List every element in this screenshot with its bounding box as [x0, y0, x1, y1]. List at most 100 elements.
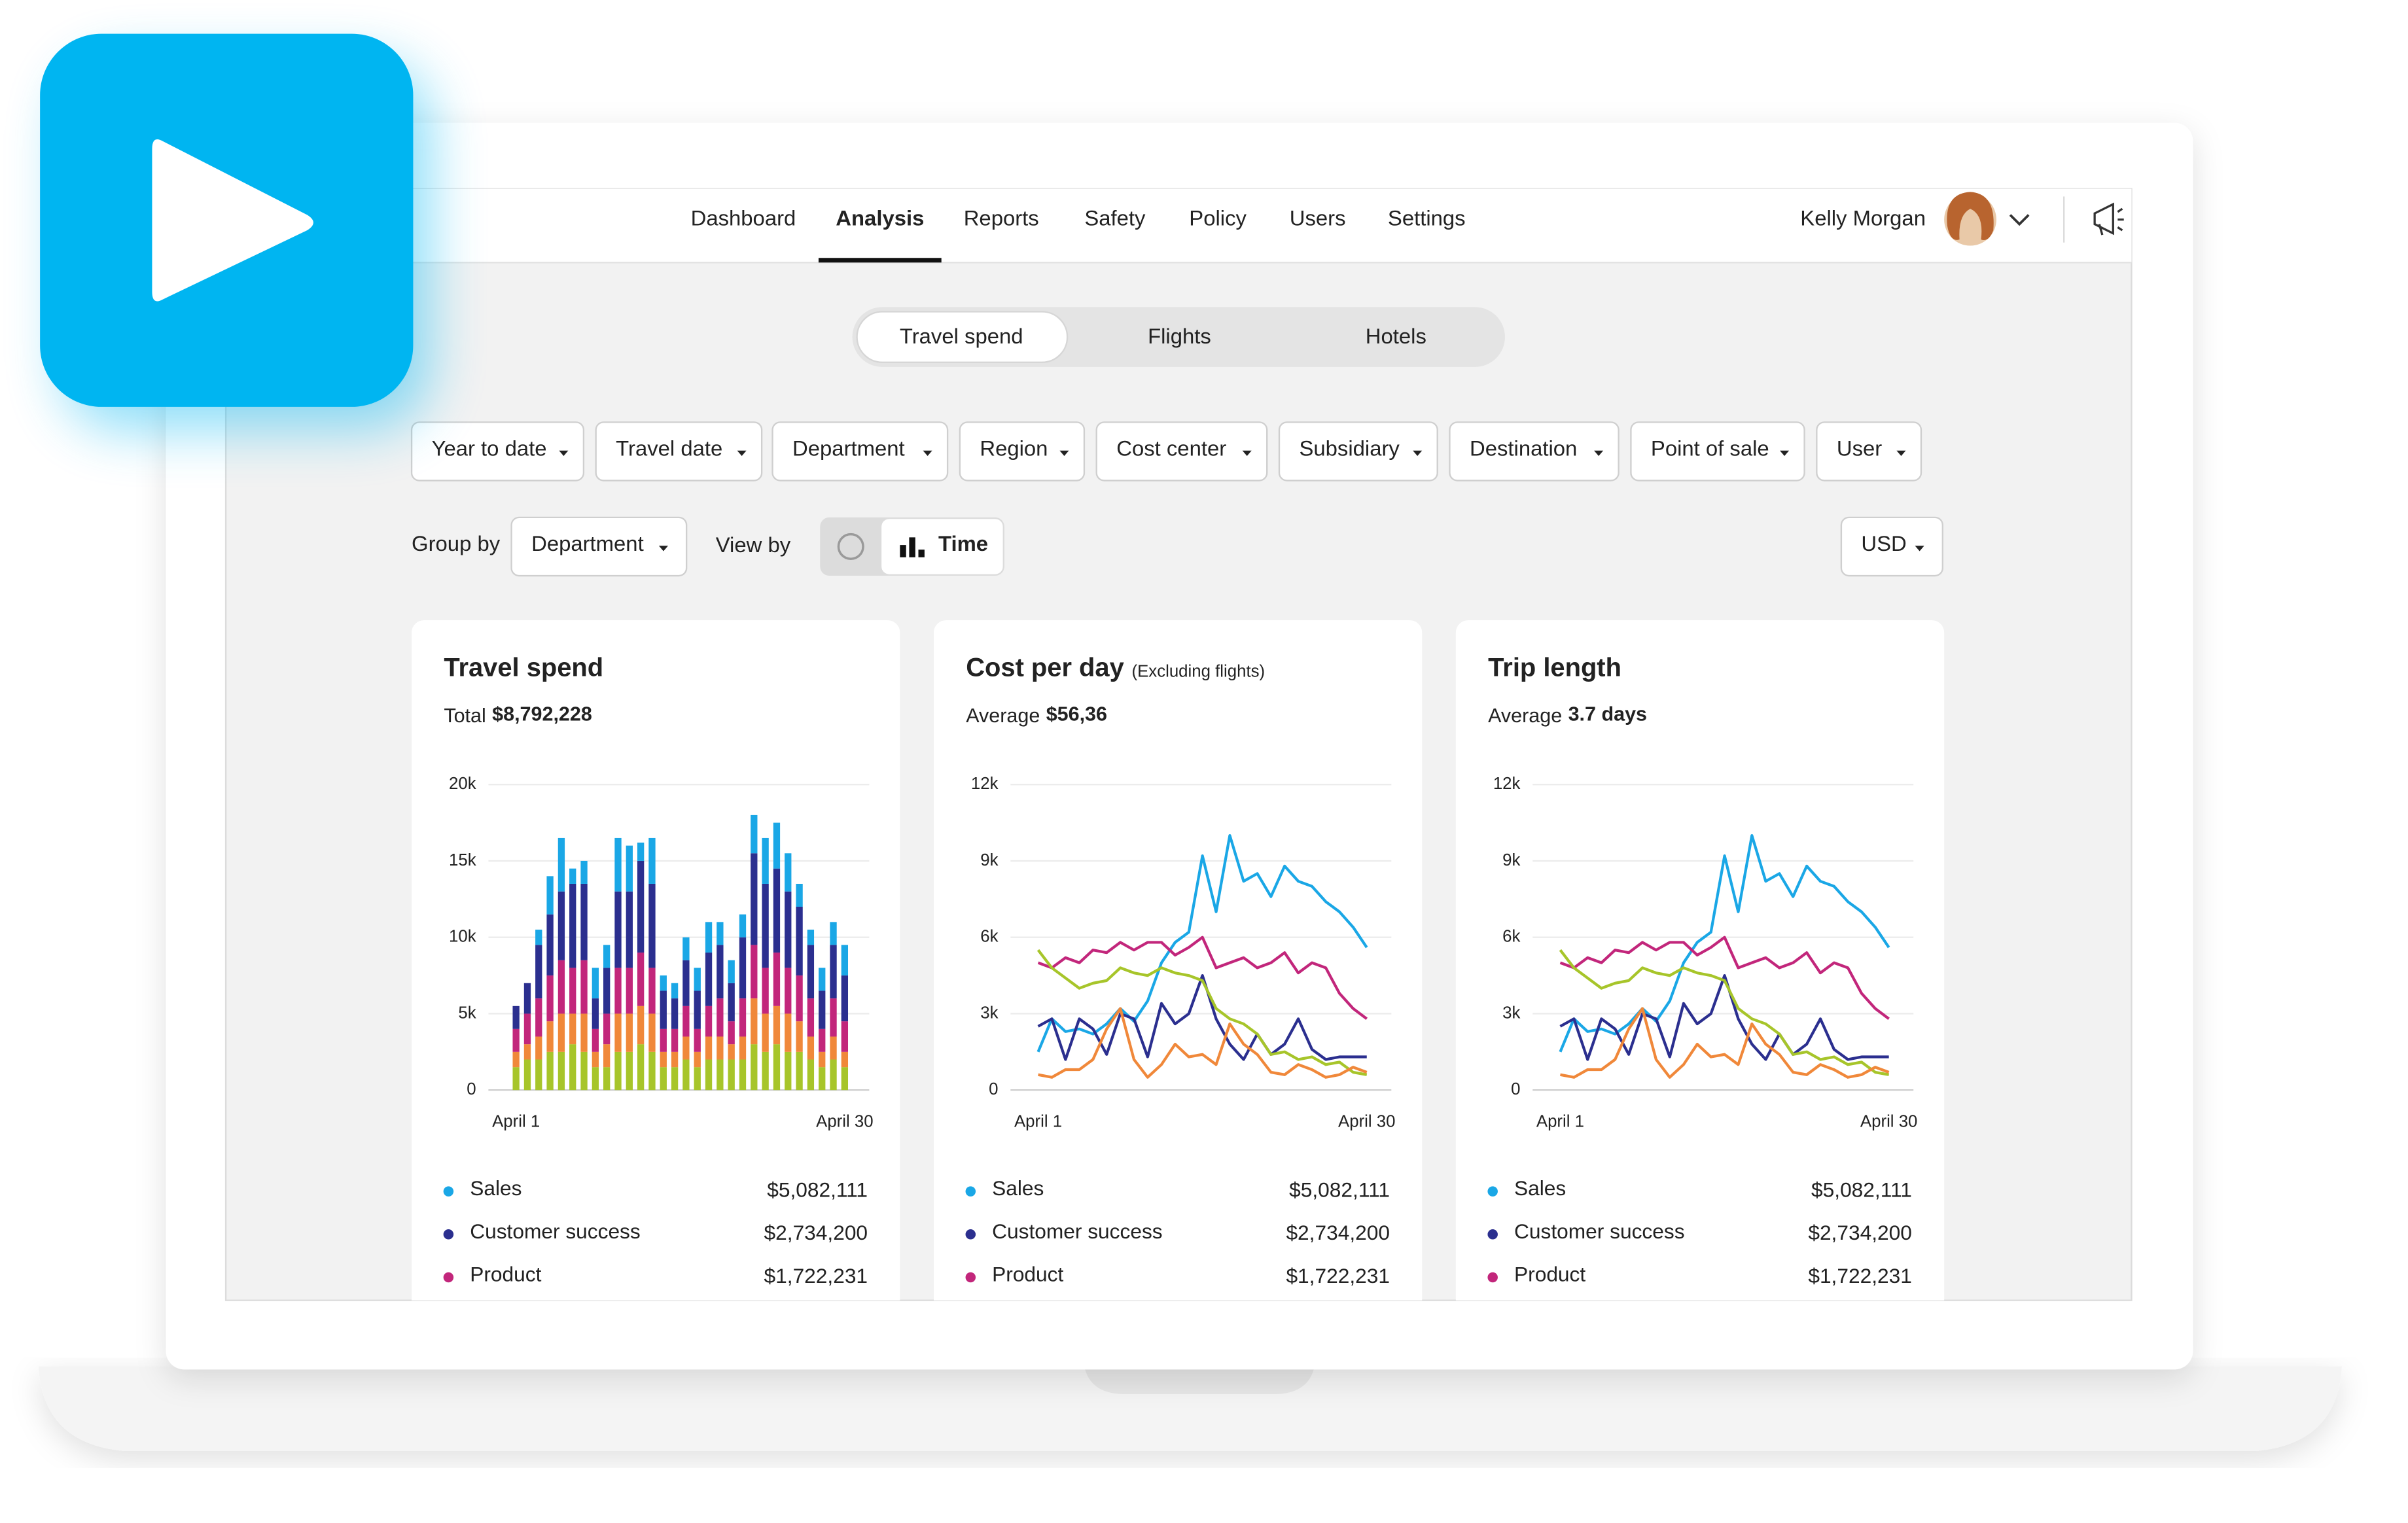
- bar-segment: [773, 822, 781, 869]
- filter-dropdown[interactable]: [959, 421, 1086, 481]
- legend-amount: $5,082,111: [1811, 1178, 1912, 1201]
- bar-segment: [558, 891, 565, 960]
- bar-segment: [592, 1067, 599, 1091]
- bar-segment: [603, 945, 611, 968]
- filter-dropdown[interactable]: [1095, 421, 1268, 481]
- bar-segment: [569, 968, 576, 1014]
- legend-dot: [965, 1229, 976, 1240]
- bar-segment: [785, 853, 792, 892]
- tab[interactable]: Travel spend: [900, 324, 1023, 348]
- x-tick-label: April 30: [816, 1112, 873, 1130]
- bar-segment: [592, 1028, 599, 1052]
- filter-dropdown[interactable]: [1630, 421, 1805, 481]
- bar-segment: [614, 1051, 622, 1091]
- screen-content: Travel spend Flights Hotels Year to date Tra…: [410, 307, 1945, 1301]
- bar-segment: [717, 1059, 724, 1091]
- bar-segment: [603, 1013, 611, 1045]
- bar-segment: [807, 945, 815, 999]
- bar-segment: [705, 922, 713, 953]
- y-tick-label: 3k: [980, 1004, 998, 1022]
- nav-item[interactable]: Policy: [1189, 205, 1247, 230]
- bar-segment: [637, 860, 645, 953]
- card-title-note: (Excluding flights): [1132, 663, 1266, 681]
- currency-dropdown[interactable]: [1840, 516, 1943, 577]
- bar-segment: [739, 998, 747, 1037]
- bar-segment: [694, 990, 701, 1029]
- line-series: [1037, 936, 1368, 1021]
- y-tick-label: 6k: [980, 928, 998, 946]
- y-tick-label: 3k: [1502, 1004, 1520, 1022]
- caret: [1896, 450, 1906, 456]
- summary-value: $8,792,228: [492, 703, 592, 726]
- bar-segment: [728, 1059, 735, 1091]
- announcements-icon[interactable]: [2093, 202, 2124, 236]
- bar-segment: [773, 1044, 781, 1091]
- user-menu-chevron[interactable]: [2009, 214, 2030, 226]
- bar-segment: [751, 1044, 758, 1091]
- nav-item[interactable]: Reports: [964, 205, 1039, 230]
- bar-segment: [637, 1006, 645, 1045]
- view-time-active[interactable]: [881, 519, 1003, 574]
- line-series: [1559, 834, 1890, 1053]
- bar-segment: [512, 1006, 520, 1029]
- bar-segment: [512, 1051, 520, 1068]
- filter-dropdown[interactable]: [1278, 421, 1438, 481]
- nav-item[interactable]: Analysis: [836, 205, 924, 230]
- filter-dropdown[interactable]: [771, 421, 949, 481]
- bar-segment: [751, 945, 758, 999]
- summary-value: 3.7 days: [1568, 703, 1647, 726]
- y-tick-label: 0: [467, 1080, 476, 1098]
- bar-segment: [762, 883, 769, 968]
- nav-item[interactable]: Dashboard: [691, 205, 796, 230]
- bar-segment: [773, 868, 781, 953]
- bar-segment: [751, 814, 758, 854]
- bar-segment: [728, 960, 735, 983]
- bar-segment: [796, 883, 803, 907]
- bar-segment: [660, 990, 667, 1029]
- caret: [658, 546, 668, 551]
- play-icon: [152, 139, 313, 302]
- bar-segment: [739, 914, 747, 937]
- bar-segment: [762, 1051, 769, 1091]
- bar-segment: [739, 1059, 747, 1091]
- filter-dropdown[interactable]: [1816, 421, 1922, 481]
- summary-label: Total: [444, 705, 486, 727]
- bar-segment: [523, 1013, 531, 1045]
- filter-dropdown[interactable]: [1449, 421, 1620, 481]
- bar-segment: [819, 1028, 826, 1052]
- legend-name: Customer success: [992, 1219, 1163, 1243]
- bar-segment: [637, 953, 645, 1006]
- view-pie-icon[interactable]: [837, 533, 864, 560]
- filter-dropdown[interactable]: [410, 421, 585, 481]
- line-series: [1036, 949, 1368, 1076]
- bar-segment: [762, 837, 769, 884]
- user-name[interactable]: Kelly Morgan: [1800, 205, 1926, 230]
- y-tick-label: 15k: [449, 851, 476, 869]
- caret: [923, 450, 932, 456]
- bar-segment: [648, 1013, 656, 1052]
- tab-active: [856, 311, 1069, 364]
- bar-segment: [558, 960, 565, 1014]
- filter-dropdown[interactable]: [595, 421, 763, 481]
- bar-segment: [637, 1044, 645, 1091]
- group-by-dropdown[interactable]: [510, 516, 688, 577]
- nav-item[interactable]: Users: [1290, 205, 1346, 230]
- filter-label: Destination: [1470, 436, 1577, 460]
- caret: [1242, 450, 1252, 456]
- bar-segment: [717, 1036, 724, 1060]
- tab[interactable]: Flights: [1148, 324, 1211, 348]
- bar-segment: [603, 1067, 611, 1091]
- line-series: [1560, 1007, 1890, 1079]
- legend-dot: [443, 1272, 454, 1283]
- tab[interactable]: Hotels: [1366, 324, 1426, 348]
- bar-segment: [807, 1059, 815, 1091]
- bar-segment: [682, 1006, 690, 1037]
- filter-label: User: [1837, 436, 1882, 460]
- nav-item[interactable]: Settings: [1388, 205, 1466, 230]
- bar-segment: [535, 1036, 542, 1060]
- bar-segment: [535, 1059, 542, 1091]
- nav-item[interactable]: Safety: [1084, 205, 1146, 230]
- bar-segment: [717, 998, 724, 1037]
- bar-segment: [830, 998, 837, 1037]
